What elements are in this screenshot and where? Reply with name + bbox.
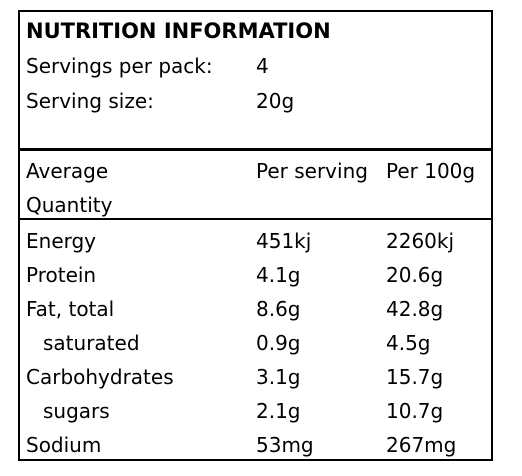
column-header-average: Average [26, 159, 109, 183]
row-per-serving-sodium: 53mg [256, 433, 314, 457]
row-per-serving-carbohydrates: 3.1g [256, 365, 301, 389]
header-divider [20, 148, 491, 151]
row-label-energy: Energy [26, 229, 97, 253]
column-header-per-serving: Per serving [256, 159, 368, 183]
row-per-100g-carbohydrates: 15.7g [386, 365, 444, 389]
row-label-saturated: saturated [43, 331, 140, 355]
row-label-sugars: sugars [43, 399, 110, 423]
row-per-100g-sodium: 267mg [386, 433, 457, 457]
row-per-serving-sugars: 2.1g [256, 399, 301, 423]
row-label-fat-total: Fat, total [26, 297, 115, 321]
row-per-serving-saturated: 0.9g [256, 331, 301, 355]
column-header-per-100g: Per 100g [386, 159, 476, 183]
row-per-100g-fat-total: 42.8g [386, 297, 444, 321]
row-per-100g-protein: 20.6g [386, 263, 444, 287]
row-per-serving-energy: 451kj [256, 229, 312, 253]
nutrition-panel: NUTRITION INFORMATION Servings per pack:… [18, 10, 493, 461]
row-label-protein: Protein [26, 263, 97, 287]
table-header-divider [20, 218, 491, 220]
column-header-quantity: Quantity [26, 193, 113, 217]
row-per-serving-fat-total: 8.6g [256, 297, 301, 321]
row-per-serving-protein: 4.1g [256, 263, 301, 287]
row-per-100g-energy: 2260kj [386, 229, 455, 253]
row-per-100g-saturated: 4.5g [386, 331, 431, 355]
row-label-sodium: Sodium [26, 433, 102, 457]
panel-title: NUTRITION INFORMATION [26, 19, 331, 43]
serving-size-value: 20g [256, 89, 295, 113]
servings-per-pack-value: 4 [256, 54, 269, 78]
serving-size-label: Serving size: [26, 89, 154, 113]
row-per-100g-sugars: 10.7g [386, 399, 444, 423]
servings-per-pack-label: Servings per pack: [26, 54, 213, 78]
row-label-carbohydrates: Carbohydrates [26, 365, 174, 389]
